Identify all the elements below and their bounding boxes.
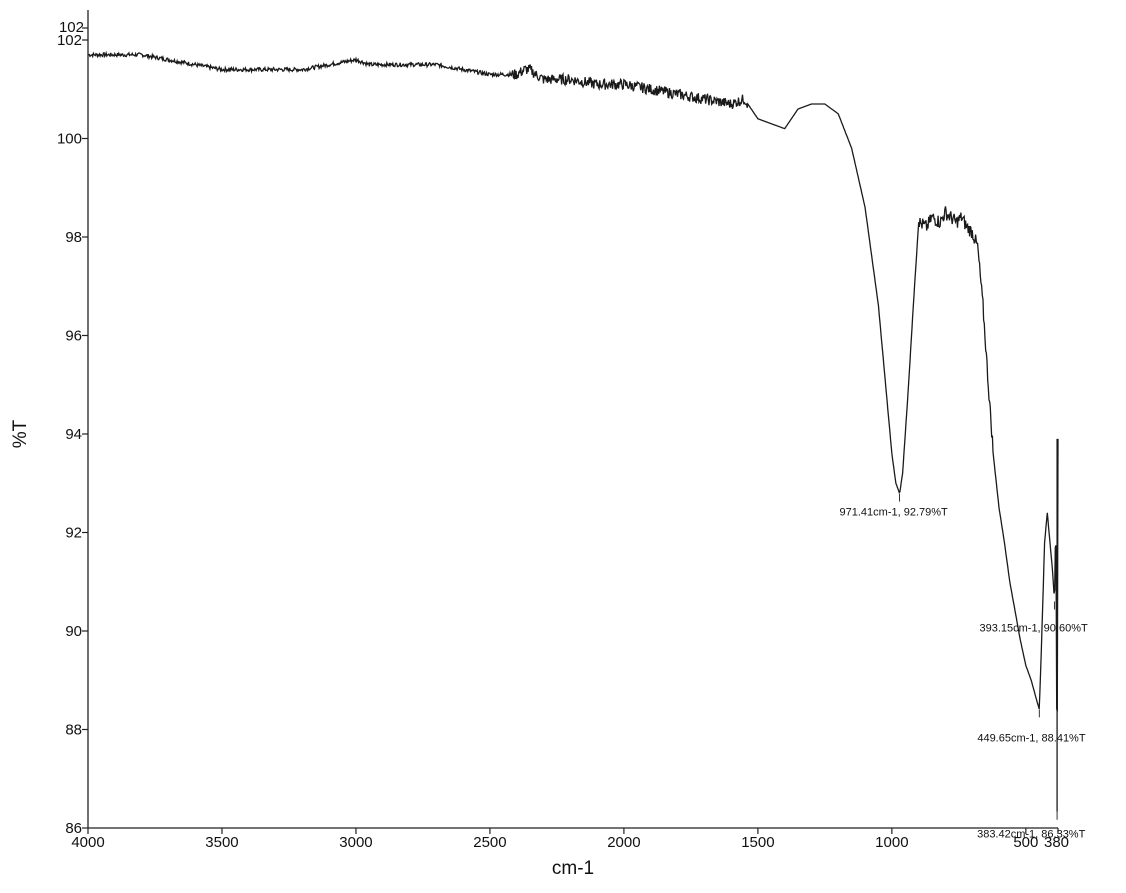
x-tick-label: 1000 [875,834,908,851]
peak-annotations: 971.41cm-1, 92.79%T 393.15cm-1, 90.60%T 44… [840,493,1088,841]
peak-label: 393.15cm-1, 90.60%T [979,622,1088,634]
y-tick-label: 90 [65,623,82,640]
x-tick-label: 3000 [339,834,372,851]
peak-label: 971.41cm-1, 92.79%T [840,507,949,519]
y-tick-label: 92 [65,525,82,542]
y-axis-title: %T [10,419,31,448]
peak-label: 383.42cm-1, 86.33%T [977,829,1086,841]
x-axis-title: cm-1 [552,858,594,879]
x-tick-label: 2500 [473,834,506,851]
y-tick-label: 102 [57,32,82,49]
y-tick-label: 86 [65,820,82,837]
spectrum-series [88,50,1059,812]
y-top-tick-label: 102 [59,19,84,36]
x-tick-label: 500 [1013,834,1038,851]
x-tick-label: 4000 [71,834,104,851]
y-tick-label: 94 [65,426,82,443]
x-tick-label: 2000 [607,834,640,851]
axes [82,10,1059,834]
x-tick-label: 3500 [205,834,238,851]
y-tick-label: 100 [57,131,82,148]
peak-label: 449.65cm-1, 88.41%T [977,732,1086,744]
x-tick-label: 1500 [741,834,774,851]
spectrum-line [88,50,1059,712]
tick-labels: 4000 3500 3000 2500 2000 1500 1000 500 380 86 88 90… [57,19,1069,851]
y-tick-label: 96 [65,328,82,345]
x-tick-label: 380 [1044,834,1069,851]
y-tick-label: 88 [65,722,82,739]
y-tick-label: 98 [65,229,82,246]
